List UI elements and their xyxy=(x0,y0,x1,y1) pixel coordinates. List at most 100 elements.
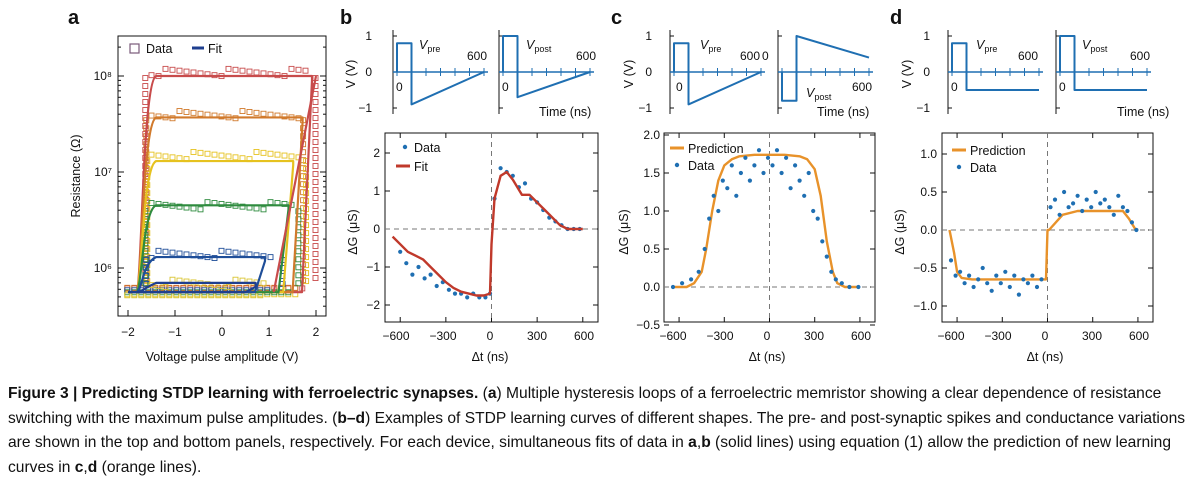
panel-b-xtick: −300 xyxy=(429,329,456,343)
panel-b-xlabel: Δt (ns) xyxy=(472,350,509,364)
panel-a-data-point xyxy=(162,283,169,290)
stdp-data-point xyxy=(729,163,734,168)
caption-panel-ref: d xyxy=(87,458,98,476)
stdp-data-point xyxy=(1125,208,1130,214)
stdp-data-point xyxy=(989,288,994,293)
panel-a-data-point xyxy=(246,278,253,285)
stdp-data-point xyxy=(1003,269,1008,274)
stdp-data-point xyxy=(1016,292,1022,297)
spike-d-ytick: 0 xyxy=(923,65,930,79)
caption-text: ) Multiple hysteresis loops of a ferroel… xyxy=(8,385,1162,427)
stdp-data-point xyxy=(793,163,798,168)
panel-a-data-point xyxy=(239,250,246,257)
stdp-data-point xyxy=(1107,205,1112,210)
stdp-data-point xyxy=(522,181,528,186)
stdp-data-point xyxy=(811,208,816,214)
panel-a-data-point xyxy=(312,235,319,241)
stdp-data-point xyxy=(752,163,757,168)
panel-a-data-point xyxy=(260,280,267,287)
stdp-data-point xyxy=(971,284,976,290)
stdp-data-point xyxy=(716,208,721,214)
panel-a-data-point xyxy=(288,153,295,160)
panel-d-xtick: 0 xyxy=(1042,329,1049,343)
panel-a-data-point xyxy=(295,256,302,263)
stdp-data-point xyxy=(856,284,861,290)
panel-a-data-point xyxy=(239,108,246,115)
stdp-data-point xyxy=(839,281,844,286)
panel-a-data-point xyxy=(312,171,319,177)
panel-a-data-point xyxy=(142,75,149,81)
panel-a-data-point xyxy=(312,163,319,169)
spike-c-vpost: Vpost xyxy=(806,86,832,102)
spike-d-zero-label: 0 xyxy=(1059,80,1066,94)
panel-a-data-point xyxy=(253,69,260,76)
figure: a b c d Data Fit Voltage pulse amplitude… xyxy=(68,7,1169,364)
stdp-data-point xyxy=(689,277,694,282)
panel-a-data-point xyxy=(300,189,307,196)
panel-a: Data Fit Voltage pulse amplitude (V) Res… xyxy=(69,35,327,364)
panel-a-data-point xyxy=(176,108,183,115)
panel-d-xtick: 600 xyxy=(1129,329,1149,343)
caption-text: , xyxy=(696,434,702,451)
stdp-data-point xyxy=(1012,273,1017,278)
spike-c-ytick: 1 xyxy=(645,29,652,43)
panel-a-data-point xyxy=(155,247,162,254)
panel-a-data-point xyxy=(300,173,307,180)
panel-label-d: d xyxy=(890,7,902,29)
panel-a-ytick: 10⁸ xyxy=(94,69,112,83)
panel-c-xtick: −300 xyxy=(706,329,733,343)
caption-text: (solid lines) using equation (1) allow t… xyxy=(8,434,1171,476)
panel-a-xtick: −2 xyxy=(121,325,135,339)
panel-a-data-point xyxy=(312,187,319,193)
stdp-data-point xyxy=(1021,277,1026,282)
panel-a-data-point xyxy=(267,254,274,261)
panel-a-ytick: 10⁷ xyxy=(94,165,112,179)
panel-d-legend-prediction: Prediction xyxy=(970,144,1026,158)
panel-a-data-point xyxy=(142,83,149,89)
panel-a-data-point xyxy=(312,131,319,137)
spike-c-ylabel: V (V) xyxy=(622,60,636,88)
spike-panels xyxy=(392,30,1151,114)
stdp-data-point xyxy=(820,239,825,244)
stdp-data-point xyxy=(1066,205,1071,210)
panel-a-data-point xyxy=(232,154,239,161)
spike-d-ytick: −1 xyxy=(916,101,930,115)
panel-d-legend-data-marker xyxy=(956,164,962,170)
panel-a-data-point xyxy=(267,199,274,206)
panel-c-ytick: 1.5 xyxy=(643,166,660,180)
panel-a-data-point xyxy=(218,152,225,159)
stdp-fit-curve xyxy=(948,209,1139,281)
spike-d-zero-label: 0 xyxy=(951,80,958,94)
panel-d-ylabel: ΔG (μS) xyxy=(893,209,907,254)
stdp-data-point xyxy=(962,281,967,286)
figure-canvas: a b c d Data Fit Voltage pulse amplitude… xyxy=(68,7,1169,364)
panel-a-data-point xyxy=(148,200,155,206)
spike-b-ylabel: V (V) xyxy=(344,60,358,88)
stdp-data-point xyxy=(1071,201,1076,206)
stdp-data-point xyxy=(770,163,775,168)
stdp-data-point xyxy=(797,178,802,183)
caption-text: (orange lines). xyxy=(97,458,202,476)
panel-a-data-point xyxy=(162,153,169,160)
panel-b-ytick: 2 xyxy=(373,146,380,160)
panel-a-data-point xyxy=(260,149,267,156)
panel-a-data-point xyxy=(225,65,232,72)
panel-a-data-point xyxy=(285,284,292,291)
panel-a-data-point xyxy=(302,67,309,74)
panel-a-xlabel: Voltage pulse amplitude (V) xyxy=(146,350,299,364)
stdp-data-point xyxy=(976,277,981,282)
panel-a-ticks xyxy=(118,46,326,316)
stdp-data-point xyxy=(847,284,852,290)
stdp-data-point xyxy=(774,148,780,153)
panel-a-data-point xyxy=(312,203,319,209)
stdp-data-point xyxy=(711,193,716,198)
panel-a-data-point xyxy=(232,66,239,73)
panel-a-data-point xyxy=(232,249,239,256)
panel-b-xtick: −600 xyxy=(382,329,409,343)
stdp-fit-curve xyxy=(671,153,860,289)
stdp-data-point xyxy=(1120,205,1125,210)
panel-a-data-point xyxy=(190,69,197,76)
panel-a-data-point xyxy=(295,66,302,73)
panel-c-ytick: 1.0 xyxy=(643,204,660,218)
panel-a-data-point xyxy=(312,179,319,185)
